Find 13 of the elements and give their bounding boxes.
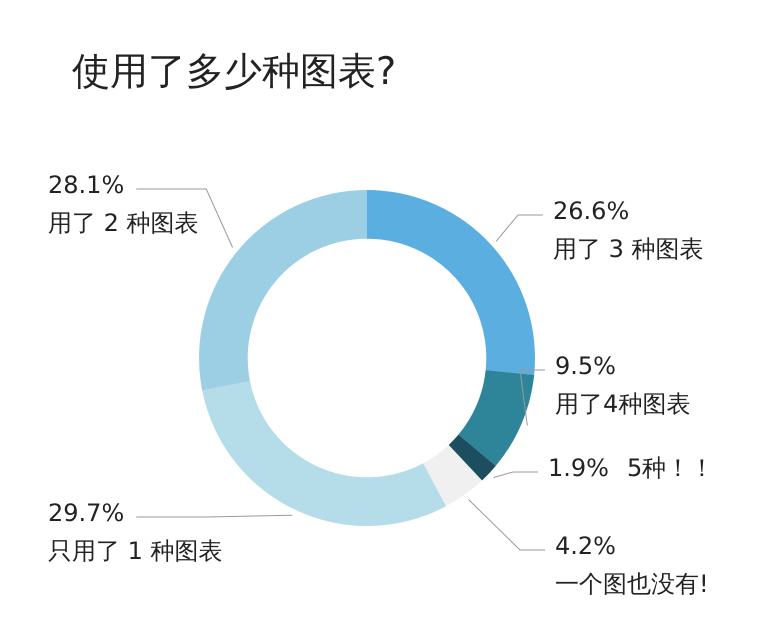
slice-label: 用了4种图表 bbox=[555, 390, 690, 418]
chart-title: 使用了多少种图表? bbox=[72, 48, 396, 95]
data-label: 9.5% bbox=[555, 352, 616, 380]
data-label: 1.9% bbox=[548, 454, 609, 482]
slice-label: 用了 2 种图表 bbox=[48, 209, 199, 238]
data-label: 28.1% bbox=[48, 171, 124, 200]
slice-label: 用了 3 种图表 bbox=[553, 235, 704, 264]
data-label: 26.6% bbox=[553, 197, 630, 226]
slice-label: 5种！！ bbox=[626, 454, 714, 482]
slice-label: 一个图也没有! bbox=[555, 570, 709, 598]
slice-label: 只用了 1 种图表 bbox=[48, 537, 223, 566]
data-label: 29.7% bbox=[48, 499, 124, 528]
data-label: 4.2% bbox=[555, 532, 616, 560]
